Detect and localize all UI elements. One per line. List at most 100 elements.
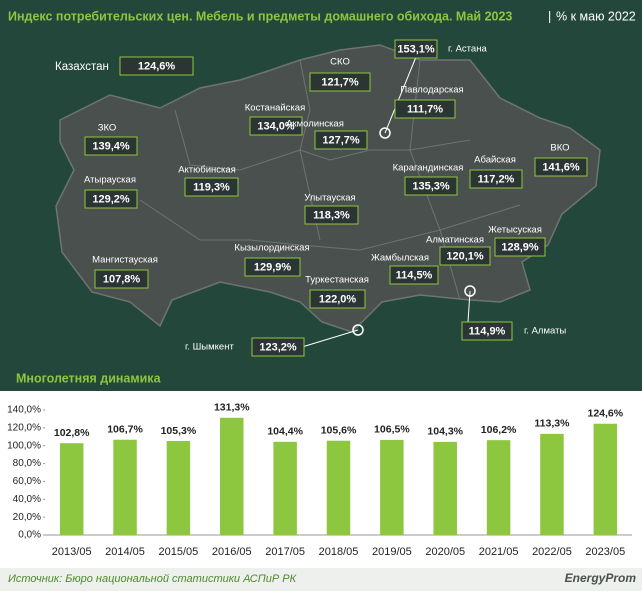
bar [326, 440, 351, 535]
region-name: Карагандинская [393, 163, 464, 174]
region-value-box [439, 246, 491, 266]
region-border [299, 59, 321, 241]
x-tick-label: 2023/05 [585, 546, 625, 558]
region-value: 135,3% [412, 180, 450, 192]
region-name: Алматинская [426, 235, 484, 246]
y-tick-label: 20,0% [13, 512, 41, 523]
y-tick-label: 60,0% [13, 476, 41, 487]
region-value: 114,9% [469, 325, 506, 337]
x-tick-label: 2017/05 [265, 546, 305, 558]
region-name: Павлодарская [400, 85, 463, 96]
region-name: Акмолинская [286, 119, 344, 130]
region-name: ВКО [550, 143, 569, 154]
region-value: 153,1% [397, 43, 435, 55]
region-value: 107,8% [103, 273, 141, 285]
region-name: Абайская [474, 155, 516, 166]
region-value: 123,2% [259, 341, 297, 353]
region-value: 122,0% [319, 293, 357, 305]
bar [486, 440, 511, 535]
bar [380, 439, 404, 535]
footer-background [0, 568, 642, 591]
region-value-box [94, 269, 149, 289]
region-name: Мангистауская [92, 255, 158, 266]
bar [433, 441, 457, 535]
x-tick-label: 2022/05 [532, 546, 572, 558]
value-label: 106,2% [481, 424, 517, 436]
region-name: СКО [330, 57, 350, 68]
region-name: Улытауская [304, 193, 355, 204]
region-name: Актюбинская [178, 165, 236, 176]
region-value: 114,5% [396, 269, 433, 281]
city-marker [464, 285, 476, 297]
region-name: г. Астана [448, 44, 487, 55]
value-label: 113,3% [534, 418, 570, 430]
region-value-box [251, 337, 305, 357]
value-label: 106,7% [107, 424, 143, 436]
region-value-box [244, 257, 301, 277]
x-tick-label: 2021/05 [479, 546, 519, 558]
region-value: 128,9% [501, 241, 539, 253]
value-label: 102,8% [54, 427, 90, 439]
region-name: г. Шымкент [185, 342, 234, 353]
region-value-box [314, 130, 368, 150]
region-value-box [84, 189, 138, 209]
x-tick-label: 2014/05 [105, 546, 145, 558]
region-name: Казахстан [55, 61, 109, 73]
city-marker [352, 324, 364, 336]
y-tick-label: 120,0% [7, 422, 41, 433]
subtitle: % к маю 2022 [556, 9, 636, 23]
city-marker [379, 127, 391, 139]
region-value-box [534, 157, 588, 177]
y-tick-label: 0,0% [18, 530, 41, 541]
section-title: Многолетняя динамика [16, 371, 162, 385]
region-value: 141,6% [542, 161, 580, 173]
region-value: 134,0% [257, 120, 295, 132]
region-name: ЗКО [98, 123, 117, 134]
region-value-box [404, 176, 458, 196]
value-label: 104,4% [267, 426, 303, 438]
bar [540, 433, 564, 535]
x-tick-label: 2013/05 [52, 546, 92, 558]
logo: EnergyProm [565, 571, 637, 585]
bar [593, 423, 618, 535]
region-name: Атырауская [84, 175, 136, 186]
region-value-box [461, 321, 513, 341]
region-value-box [184, 177, 239, 197]
value-label: 106,5% [374, 424, 410, 436]
x-tick-label: 2015/05 [159, 546, 199, 558]
x-tick-label: 2016/05 [212, 546, 252, 558]
region-value-box [469, 169, 523, 189]
y-tick-label: 140,0% [7, 405, 41, 416]
region-value: 118,3% [313, 209, 350, 221]
y-tick-label: 100,0% [7, 440, 41, 451]
y-tick-label: 80,0% [13, 458, 41, 469]
y-tick-label: 40,0% [13, 494, 41, 505]
title-separator: | [548, 9, 551, 23]
region-value-box [304, 205, 359, 225]
region-value: 139,4% [92, 140, 130, 152]
region-name: г. Алматы [524, 326, 566, 337]
region-value: 129,2% [92, 193, 130, 205]
title: Индекс потребительских цен. Мебель и пре… [8, 9, 512, 23]
region-value: 121,7% [321, 76, 359, 88]
value-label: 131,3% [214, 402, 250, 414]
region-value-box [119, 56, 194, 76]
bar [59, 443, 84, 535]
value-label: 124,6% [588, 408, 624, 420]
bar [166, 440, 191, 535]
value-label: 105,3% [161, 425, 197, 437]
x-tick-label: 2019/05 [372, 546, 412, 558]
bar [220, 417, 244, 535]
region-value: 120,1% [446, 250, 484, 262]
region-value-box [494, 237, 546, 257]
connector [301, 329, 359, 348]
region-value: 117,2% [478, 173, 515, 185]
region-value: 127,7% [322, 134, 360, 146]
region-border [174, 109, 471, 171]
region-name: Жамбылская [371, 253, 429, 264]
value-label: 105,6% [321, 424, 357, 436]
connector [384, 56, 417, 134]
region-value: 124,6% [138, 60, 176, 72]
region-value-box [84, 136, 138, 156]
